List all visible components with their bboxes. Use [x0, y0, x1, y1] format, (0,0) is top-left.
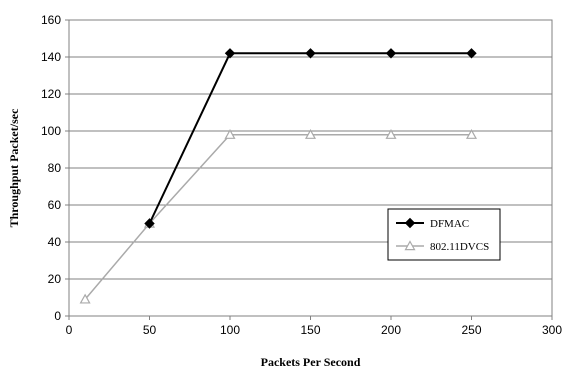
series-line: [84, 133, 472, 300]
data-point: [144, 218, 155, 229]
y-tick-label: 80: [48, 161, 62, 175]
legend-item: 802.11DVCS: [396, 240, 489, 253]
y-tick-label: 0: [54, 309, 61, 323]
legend-label: DFMAC: [430, 218, 469, 230]
legend: DFMAC 802.11DVCS: [387, 208, 501, 261]
y-tick-label: 60: [48, 198, 62, 212]
data-point: [224, 128, 236, 139]
x-tick-label: 100: [220, 323, 240, 337]
legend-box: [387, 208, 501, 261]
y-tick-label: 100: [41, 124, 61, 138]
series-dfmac: [144, 48, 477, 229]
legend-marker: [404, 217, 416, 229]
x-tick-label: 50: [143, 323, 157, 337]
y-tick-label: 140: [41, 50, 61, 64]
x-tick-label: 300: [542, 323, 562, 337]
x-tick-label: 150: [300, 323, 320, 337]
x-tick-label: 0: [66, 323, 73, 337]
legend-marker: [404, 240, 416, 251]
y-axis-title: Throughput Packet/sec: [7, 108, 21, 227]
x-axis-ticks: 0 50 100 150 200 250 300: [66, 316, 562, 337]
data-point: [305, 48, 316, 59]
y-tick-label: 20: [48, 272, 62, 286]
y-axis-ticks: 0 20 40 60 80 100 120 140 160: [41, 13, 69, 323]
x-tick-label: 250: [461, 323, 481, 337]
data-point: [224, 48, 236, 59]
y-tick-label: 40: [48, 235, 62, 249]
legend-label: 802.11DVCS: [430, 241, 489, 253]
y-tick-label: 160: [41, 13, 61, 27]
legend-item: DFMAC: [396, 217, 469, 230]
data-point: [465, 128, 478, 139]
data-point: [304, 128, 317, 139]
y-tick-label: 120: [41, 87, 61, 101]
data-point: [466, 48, 477, 59]
series-layer: [79, 48, 478, 304]
data-point: [79, 293, 91, 304]
data-point: [385, 128, 397, 139]
data-point: [385, 48, 397, 59]
x-axis-title: Packets Per Second: [261, 355, 361, 369]
x-tick-label: 200: [381, 323, 401, 337]
